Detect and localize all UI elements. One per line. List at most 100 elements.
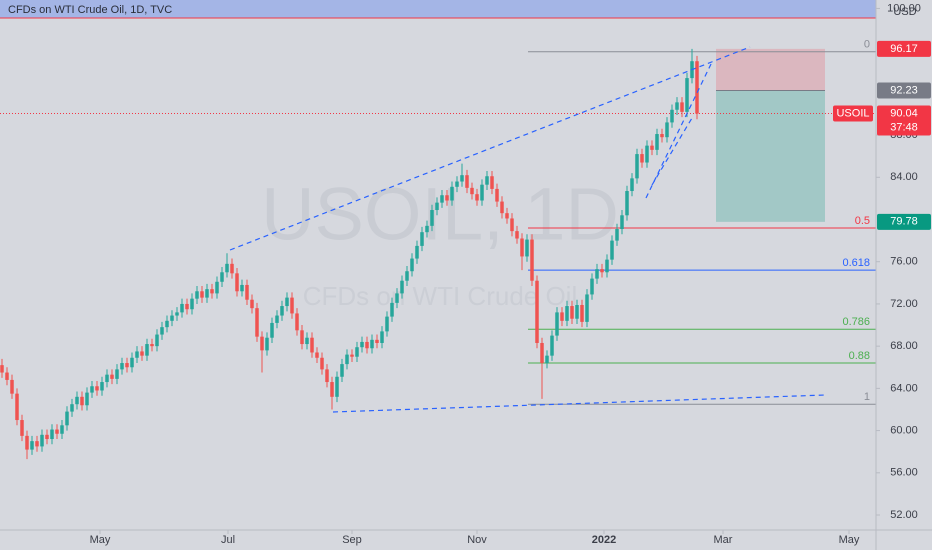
candle-body — [95, 386, 99, 391]
candle-body — [5, 372, 9, 380]
symbol-label: USOIL — [836, 107, 869, 119]
position-target-zone — [716, 90, 825, 222]
candle-body — [235, 273, 239, 292]
candle-body — [250, 299, 254, 309]
candle-body — [210, 289, 214, 294]
candle-body — [110, 374, 114, 379]
candle-body — [655, 134, 659, 150]
trendline — [651, 117, 693, 186]
candle-body — [590, 278, 594, 295]
candle-body — [545, 355, 549, 364]
candle-body — [370, 339, 374, 349]
trendline — [332, 394, 826, 413]
candle-body — [35, 441, 39, 447]
y-tick-label: 72.00 — [890, 298, 918, 310]
candle-body — [285, 297, 289, 307]
candle-body — [25, 435, 29, 450]
candle-body — [570, 306, 574, 319]
candle-body — [0, 365, 4, 373]
candle-body — [295, 313, 299, 331]
y-tick-label: 84.00 — [890, 171, 918, 183]
entry-price-label-bg — [877, 82, 931, 99]
x-tick-label: 2022 — [592, 534, 616, 546]
fib-label: 1 — [864, 391, 870, 403]
candle-body — [375, 339, 379, 343]
candle-body — [335, 376, 339, 397]
x-tick-label: Jul — [221, 534, 235, 546]
y-tick-label: 68.00 — [890, 340, 918, 352]
candle-body — [425, 225, 429, 233]
candle-body — [105, 374, 109, 383]
candle-body — [565, 306, 569, 321]
candle-body — [395, 293, 399, 303]
candle-body — [540, 342, 544, 364]
candle-body — [135, 351, 139, 358]
candle-body — [405, 271, 409, 281]
candle-body — [440, 195, 444, 203]
fib-label: 0.5 — [855, 215, 870, 227]
candle-body — [80, 396, 84, 406]
candle-body — [60, 425, 64, 434]
candle-body — [465, 175, 469, 188]
candle-body — [230, 263, 234, 274]
candle-body — [400, 280, 404, 294]
candle-body — [515, 231, 519, 239]
candle-body — [40, 434, 44, 447]
fib-label: 0.88 — [849, 350, 870, 362]
candle-body — [435, 202, 439, 211]
candle-body — [115, 369, 119, 379]
candle-body — [685, 78, 689, 112]
candle-body — [665, 122, 669, 138]
candle-body — [130, 357, 134, 368]
trendline — [229, 46, 751, 251]
candle-body — [645, 145, 649, 163]
candle-body — [30, 441, 34, 450]
candle-body — [260, 336, 264, 351]
candle-body — [275, 315, 279, 323]
candle-body — [245, 284, 249, 300]
y-tick-label: 52.00 — [890, 509, 918, 521]
candle-body — [10, 379, 14, 394]
candle-body — [385, 316, 389, 332]
candle-body — [120, 363, 124, 370]
chart-title: CFDs on WTI Crude Oil, 1D, TVC — [8, 4, 172, 16]
alert-zone — [0, 0, 876, 18]
candle-body — [310, 337, 314, 353]
candle-body — [610, 240, 614, 260]
candle-body — [345, 354, 349, 365]
x-tick-label: Sep — [342, 534, 362, 546]
candle-body — [205, 289, 209, 298]
candle-body — [415, 245, 419, 259]
candle-body — [145, 344, 149, 356]
candle-body — [330, 382, 334, 397]
trendline — [645, 61, 713, 199]
candle-body — [500, 201, 504, 214]
y-tick-label: 64.00 — [890, 382, 918, 394]
candle-body — [410, 258, 414, 272]
candle-body — [530, 239, 534, 281]
x-tick-label: Mar — [714, 534, 733, 546]
plot: 0 0.5 0.618 0.786 0.88 1 — [0, 39, 876, 460]
candle-body — [430, 210, 434, 226]
candle-body — [190, 298, 194, 310]
last-price-label-bg — [877, 105, 931, 136]
candle-body — [480, 184, 484, 201]
candle-body — [215, 281, 219, 294]
target-price-label-bg — [877, 213, 931, 230]
candle-body — [160, 327, 164, 335]
position-stop-zone — [716, 48, 825, 91]
candle-body — [180, 303, 184, 313]
entry-price-label: 92.23 — [890, 84, 918, 96]
candle-body — [605, 259, 609, 273]
candle-body — [475, 194, 479, 201]
candle-body — [525, 239, 529, 257]
candle-body — [560, 312, 564, 321]
candle-body — [265, 337, 269, 351]
candle-body — [195, 291, 199, 299]
candle-body — [485, 176, 489, 185]
candle-body — [280, 306, 284, 316]
candle-body — [320, 357, 324, 370]
y-tick-label: 60.00 — [890, 424, 918, 436]
